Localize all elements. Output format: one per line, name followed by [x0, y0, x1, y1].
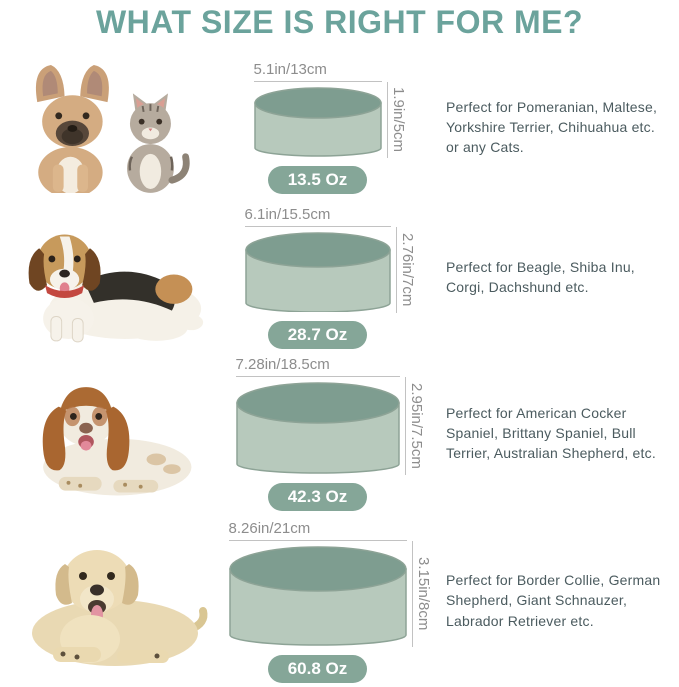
height-dimension-label: 3.15in/8cm	[415, 556, 432, 631]
width-dimension-label: 6.1in/15.5cm	[244, 205, 391, 227]
kitten	[126, 93, 190, 193]
beagle-illustration	[28, 234, 203, 343]
width-dimension-label: 7.28in/18.5cm	[235, 355, 400, 377]
bowl-diagram-small: 5.1in/13cm 1.9in/5cm 13.5 Oz	[253, 60, 407, 194]
height-dimension-label: 2.76in/7cm	[399, 233, 416, 307]
height-dimension-label: 2.95in/7.5cm	[408, 383, 425, 469]
size-description: Perfect for Border Collie, German Shephe…	[446, 572, 661, 629]
size-description: Perfect for American Cocker Spaniel, Bri…	[446, 404, 656, 462]
size-row-xlarge: 8.26in/21cm 3.15in/8cm 60.8 Oz Perfect f…	[0, 514, 679, 687]
height-dimension: 1.9in/5cm	[386, 82, 407, 158]
bowl-illustration-small	[253, 87, 382, 157]
height-dimension: 2.76in/7cm	[395, 227, 416, 313]
height-dimension-line	[395, 227, 397, 313]
animal-photo-labrador	[0, 514, 215, 687]
french-bulldog	[35, 65, 109, 193]
width-dimension-label: 8.26in/21cm	[228, 519, 407, 541]
capacity-badge: 60.8 Oz	[267, 654, 368, 683]
french-bulldog-and-kitten-illustration	[35, 65, 190, 193]
height-dimension-label: 1.9in/5cm	[390, 87, 407, 153]
labrador-illustration	[32, 549, 208, 666]
size-description: Perfect for Pomeranian, Maltese, Yorkshi…	[446, 98, 658, 156]
cocker-spaniel-illustration	[42, 386, 191, 495]
bowl-diagram-xlarge: 8.26in/21cm 3.15in/8cm 60.8 Oz	[228, 519, 432, 683]
animal-photo-beagle	[0, 202, 215, 352]
capacity-badge: 28.7 Oz	[267, 321, 368, 349]
height-dimension: 3.15in/8cm	[411, 540, 432, 647]
bowl-illustration-large	[235, 382, 400, 474]
width-dimension-label: 5.1in/13cm	[253, 60, 382, 82]
size-row-medium: 6.1in/15.5cm 2.76in/7cm 28.7 Oz Perfect …	[0, 202, 679, 352]
bowl-illustration-xlarge	[228, 545, 407, 646]
size-row-large: 7.28in/18.5cm 2.95in/7.5cm 42.3 Oz Perfe…	[0, 352, 679, 514]
bowl-illustration-medium	[244, 232, 391, 312]
height-dimension-line	[404, 377, 406, 475]
bowl-diagram-large: 7.28in/18.5cm 2.95in/7.5cm 42.3 Oz	[235, 355, 425, 511]
height-dimension-line	[411, 540, 413, 647]
bowl-diagram-medium: 6.1in/15.5cm 2.76in/7cm 28.7 Oz	[244, 205, 416, 349]
height-dimension: 2.95in/7.5cm	[404, 377, 425, 475]
size-row-small: 5.1in/13cm 1.9in/5cm 13.5 Oz Perfect for…	[0, 52, 679, 202]
height-dimension-line	[386, 82, 388, 158]
animal-photo-cocker-spaniel	[0, 352, 215, 514]
page-title: WHAT SIZE IS RIGHT FOR ME?	[95, 4, 584, 40]
size-description: Perfect for Beagle, Shiba Inu, Corgi, Da…	[446, 258, 635, 295]
animal-photo-frenchie-kitten	[0, 52, 215, 202]
capacity-badge: 42.3 Oz	[267, 483, 368, 511]
capacity-badge: 13.5 Oz	[267, 166, 368, 194]
